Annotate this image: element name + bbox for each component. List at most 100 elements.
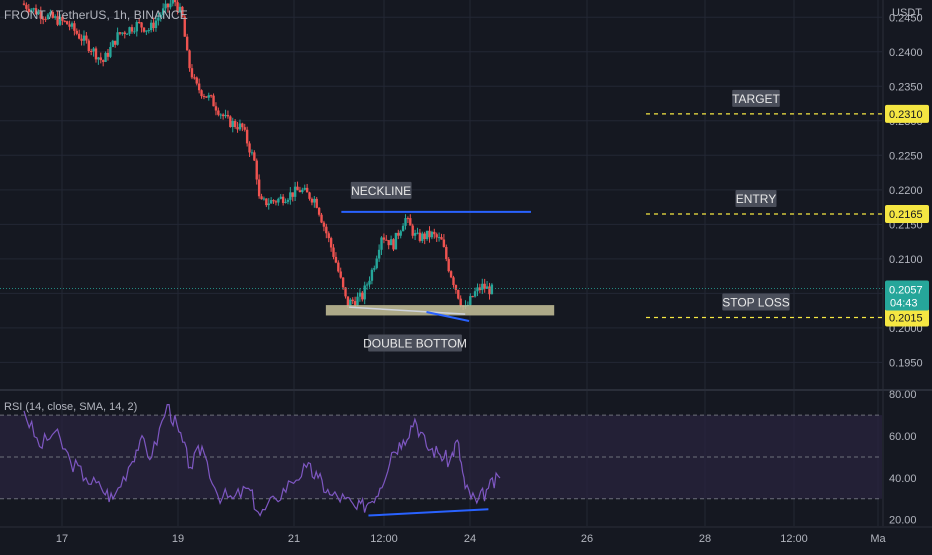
- stop-loss-price-tag-bg: [885, 308, 929, 327]
- candle-body: [89, 50, 93, 52]
- candle-body: [82, 35, 86, 41]
- candle-body: [445, 246, 448, 260]
- candle-body: [233, 121, 237, 128]
- candle-body: [118, 32, 122, 34]
- candle-body: [440, 237, 443, 240]
- candle-body: [310, 198, 314, 203]
- candle-body: [442, 239, 446, 247]
- candle-body: [193, 77, 196, 79]
- candle-body: [488, 286, 491, 295]
- currency-label: USDT: [892, 7, 922, 19]
- candle-body: [181, 6, 184, 17]
- candle-body: [173, 0, 177, 3]
- price-tick-label: 0.1950: [889, 357, 923, 369]
- rsi-divergence-line[interactable]: [368, 508, 489, 517]
- candle-body: [375, 258, 378, 269]
- candle-body: [380, 237, 383, 250]
- candle-body: [279, 196, 282, 199]
- last-price-tag: 0.2057: [889, 285, 923, 297]
- candle-body: [358, 292, 362, 297]
- rsi-title: RSI (14, close, SMA, 14, 2): [4, 401, 138, 413]
- candle-body: [157, 17, 160, 21]
- candle-body: [485, 286, 489, 289]
- candle-body: [70, 23, 74, 27]
- candle-body: [286, 199, 290, 202]
- double-bottom-label: DOUBLE BOTTOM: [363, 336, 467, 350]
- symbol-title: FRONT / TetherUS, 1h, BINANCE: [4, 8, 188, 22]
- entry-price-tag-bg: [885, 204, 929, 223]
- candle-body: [73, 23, 76, 31]
- candle-body: [111, 40, 114, 47]
- candle-body: [334, 256, 338, 263]
- candle-body: [185, 36, 189, 51]
- bottom-trendline-blue[interactable]: [426, 311, 470, 322]
- candle-body: [183, 16, 186, 37]
- candle-body: [243, 127, 246, 130]
- rsi-line[interactable]: [23, 404, 501, 517]
- candle-body: [169, 3, 172, 8]
- candle-body: [245, 129, 249, 144]
- candle-body: [353, 301, 357, 306]
- candle-body: [224, 114, 227, 117]
- candle-body: [37, 11, 40, 15]
- candle-body: [61, 16, 64, 21]
- candle-body: [197, 83, 201, 91]
- candle-body: [404, 218, 407, 226]
- entry-label-bg: [735, 189, 777, 207]
- candle-body: [298, 190, 302, 193]
- candle-body: [116, 32, 119, 45]
- candle-body: [217, 110, 220, 115]
- candle-body: [459, 298, 462, 306]
- price-tick-label: 0.2450: [889, 12, 923, 24]
- bottom-trendline[interactable]: [349, 306, 466, 315]
- candle-body: [99, 57, 102, 61]
- candle-body: [361, 292, 364, 300]
- candle-body: [399, 231, 402, 236]
- candle-body: [416, 232, 419, 234]
- candle-body: [166, 3, 170, 8]
- time-tick-label: 12:00: [370, 533, 398, 545]
- candle-body: [164, 3, 167, 9]
- target-price-tag-bg: [885, 104, 929, 123]
- candle-body: [341, 277, 345, 288]
- candle-body: [425, 230, 429, 240]
- candle-body: [289, 192, 292, 200]
- neckline-label: NECKLINE: [351, 184, 411, 198]
- candle-body: [265, 198, 268, 206]
- time-tick-label: 19: [172, 533, 184, 545]
- candle-body: [356, 296, 359, 306]
- candle-body: [77, 33, 81, 39]
- candle-body: [437, 237, 441, 239]
- candle-body: [123, 32, 126, 35]
- time-tick-label: 24: [464, 533, 476, 545]
- candle-body: [277, 198, 280, 203]
- candle-body: [291, 192, 294, 197]
- candle-body: [413, 233, 417, 236]
- candle-body: [363, 285, 366, 300]
- candle-body: [428, 230, 431, 238]
- candle-body: [130, 27, 134, 32]
- double-bottom-zone[interactable]: [325, 305, 555, 316]
- candle-body: [92, 48, 95, 52]
- candle-body: [133, 31, 136, 33]
- stop-loss-label: STOP LOSS: [722, 296, 790, 310]
- candle-body: [411, 225, 414, 236]
- candle-body: [128, 27, 131, 34]
- candle-body: [236, 127, 239, 130]
- target-label-bg: [732, 89, 780, 107]
- candle-body: [320, 214, 323, 223]
- candle-body: [135, 22, 138, 32]
- candle-body: [226, 114, 230, 117]
- candle-body: [421, 233, 424, 241]
- candle-body: [430, 231, 434, 238]
- candle-body: [125, 33, 129, 35]
- entry-price-tag: 0.2165: [889, 209, 923, 221]
- candle-body: [476, 287, 479, 292]
- candle-body: [344, 287, 347, 297]
- candle-body: [349, 299, 352, 306]
- candle-body: [221, 114, 225, 117]
- candle-body: [63, 20, 66, 22]
- candle-body: [296, 186, 299, 191]
